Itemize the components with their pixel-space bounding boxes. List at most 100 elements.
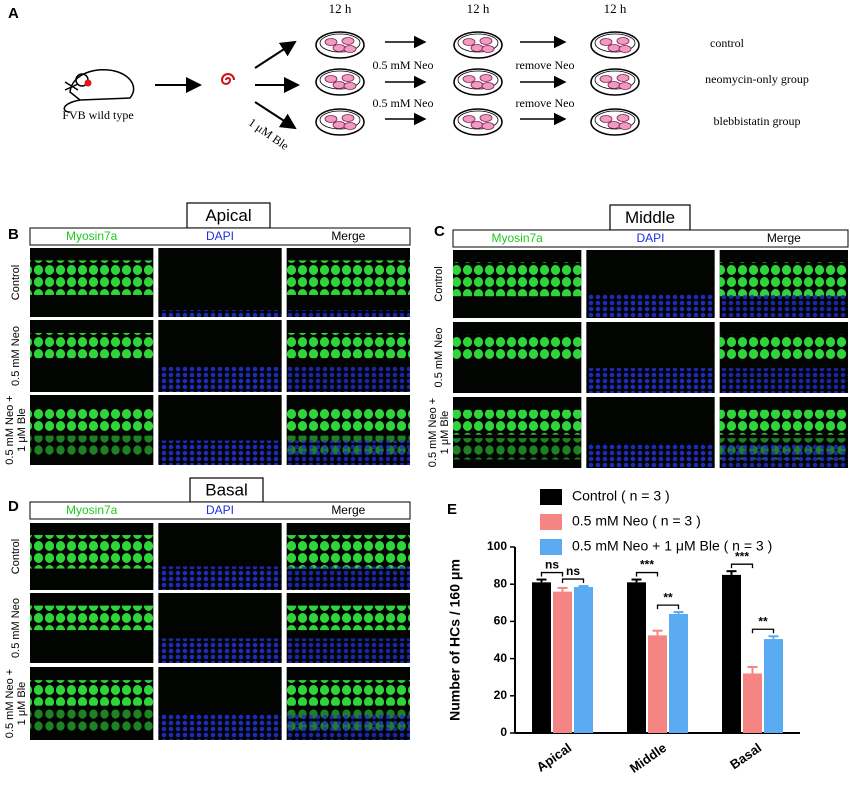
time-label: 12 h: [329, 1, 352, 16]
significance-bracket: [751, 628, 775, 634]
bar: [764, 639, 783, 733]
tissue: [462, 75, 476, 83]
nuclei-band: [158, 366, 282, 392]
nuclei-band: [586, 368, 715, 393]
dish-rim: [457, 110, 499, 130]
tissue: [616, 37, 630, 45]
tissue: [470, 121, 484, 129]
significance-label: ***: [640, 558, 654, 572]
row-label: 1 μM Ble: [16, 408, 28, 452]
image-panels: Apical Myosin7a DAPI Merge Control 0.5 mM Neo…: [4, 202, 849, 740]
x-tick-label: Basal: [727, 740, 764, 772]
error-bar: [726, 570, 737, 575]
step-label: 0.5 mM Neo: [373, 96, 434, 110]
time-label: 12 h: [467, 1, 490, 16]
y-tick-label: 100: [487, 539, 507, 553]
dish-rim: [319, 33, 361, 53]
row-label: 0.5 mM Neo +: [4, 669, 16, 738]
dish-rim: [319, 70, 361, 90]
hair-cell-band: [30, 332, 154, 359]
title-box: [186, 202, 271, 229]
tissue: [481, 122, 495, 130]
y-tick-label: 20: [494, 688, 508, 702]
tissue: [332, 121, 346, 129]
row-label: 0.5 mM Neo +: [4, 395, 16, 464]
bar: [669, 613, 688, 733]
nuclei-band: [586, 294, 715, 318]
panel-label: B: [8, 226, 19, 243]
hair-cell-band: [30, 680, 154, 706]
hair-cell-band: [286, 535, 410, 569]
tissue: [470, 44, 484, 52]
dish-rim: [319, 110, 361, 130]
tissue: [599, 38, 613, 46]
dish-rim: [594, 33, 636, 53]
significance-bracket: [730, 563, 754, 569]
hair-cell-band: [30, 435, 154, 457]
step-label: remove Neo: [516, 58, 575, 72]
column-label: DAPI: [206, 229, 234, 243]
row-label: 0.5 mM Neo: [433, 328, 445, 388]
bar: [553, 591, 572, 733]
tissue: [616, 114, 630, 122]
tissue: [599, 75, 613, 83]
column-label: DAPI: [636, 231, 664, 245]
panel-title: Middle: [625, 208, 675, 227]
tissue: [341, 74, 355, 82]
group-label: blebbistatin group: [714, 114, 801, 128]
legend-swatch: [540, 539, 562, 555]
column-label: DAPI: [206, 503, 234, 517]
y-tick-label: 40: [494, 651, 508, 665]
hair-cell-band: [30, 407, 154, 433]
tissue: [481, 82, 495, 90]
nuclei-band: [286, 566, 410, 590]
legend-label: 0.5 mM Neo + 1 μM Ble ( n = 3 ): [572, 538, 772, 554]
dishes: [315, 31, 640, 136]
tissue: [341, 114, 355, 122]
panel-label: E: [447, 501, 457, 518]
error-bar: [536, 578, 547, 583]
panel-label: D: [8, 498, 19, 515]
dish-rim: [457, 33, 499, 53]
error-bar: [557, 586, 568, 592]
tissue: [479, 114, 493, 122]
hair-cell-band: [453, 334, 582, 360]
nuclei-band: [286, 366, 410, 392]
time-label: 12 h: [604, 1, 627, 16]
dish-rim: [594, 110, 636, 130]
title-box: [609, 204, 691, 231]
bar: [722, 574, 741, 733]
error-bar: [673, 611, 684, 614]
row-label: 1 μM Ble: [439, 411, 451, 455]
hair-cell-band: [286, 407, 410, 433]
tissue: [343, 82, 357, 90]
column-label: Merge: [331, 229, 365, 243]
micrograph: [158, 248, 282, 317]
hair-cell-band: [30, 709, 154, 732]
hair-cell-band: [286, 332, 410, 359]
tissue: [607, 121, 621, 129]
hair-cell-band: [30, 535, 154, 569]
legend-label: 0.5 mM Neo ( n = 3 ): [572, 513, 701, 529]
tissue: [479, 74, 493, 82]
y-axis-label: Number of HCs / 160 μm: [447, 559, 463, 721]
nuclei-band: [719, 443, 848, 468]
hair-cell-band: [30, 605, 154, 631]
tissue: [462, 38, 476, 46]
nuclei-band: [719, 294, 848, 318]
tissue: [324, 115, 338, 123]
tissue: [462, 115, 476, 123]
y-tick-label: 0: [500, 725, 507, 739]
row-label: 0.5 mM Neo +: [427, 398, 439, 467]
row-label: Control: [433, 266, 445, 301]
tissue: [470, 81, 484, 89]
tissue: [343, 45, 357, 53]
error-bar: [768, 635, 779, 640]
tissue: [618, 82, 632, 90]
hair-cell-band: [453, 438, 582, 460]
hair-cell-band: [30, 260, 154, 295]
dish-rim: [457, 70, 499, 90]
tissue: [332, 81, 346, 89]
row-label: 1 μM Ble: [16, 682, 28, 726]
